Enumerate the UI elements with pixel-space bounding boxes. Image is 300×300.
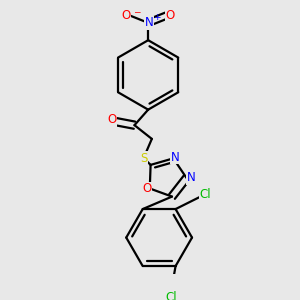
Text: O: O (166, 9, 175, 22)
Text: O: O (107, 113, 116, 126)
Text: Cl: Cl (199, 188, 211, 201)
Text: O: O (122, 9, 131, 22)
Text: O: O (142, 182, 152, 195)
Text: +: + (154, 13, 161, 22)
Text: N: N (145, 16, 154, 29)
Text: −: − (133, 8, 140, 16)
Text: Cl: Cl (165, 291, 177, 300)
Text: S: S (140, 152, 147, 165)
Text: N: N (187, 172, 196, 184)
Text: N: N (171, 151, 179, 164)
